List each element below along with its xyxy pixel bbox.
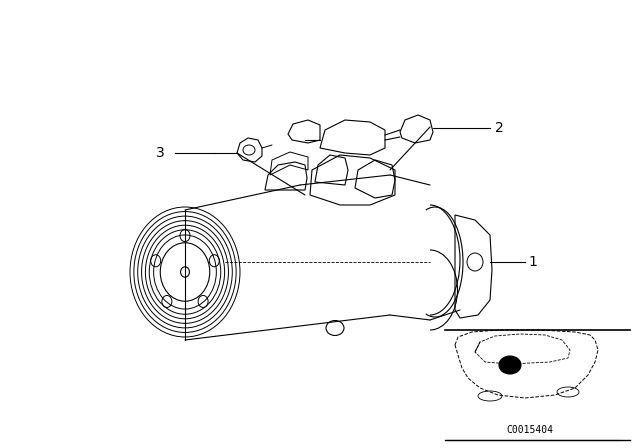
Text: C0015404: C0015404 <box>506 425 554 435</box>
Text: 1: 1 <box>528 255 537 269</box>
Ellipse shape <box>499 356 521 374</box>
Text: 3: 3 <box>156 146 165 160</box>
Text: 2: 2 <box>495 121 504 135</box>
